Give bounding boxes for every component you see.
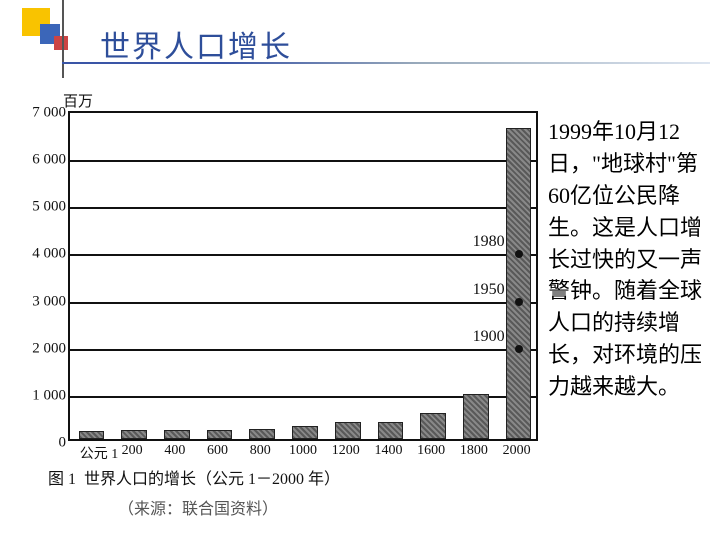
bar	[506, 128, 532, 439]
bar	[79, 431, 105, 439]
side-paragraph: 1999年10月12日，"地球村"第60亿位公民降生。这是人口增长过快的又一声警…	[548, 116, 702, 403]
bar	[292, 426, 318, 439]
header-ornament	[0, 0, 80, 70]
x-tick-label: 800	[250, 443, 271, 459]
x-tick-label: 1800	[460, 443, 488, 459]
chart-source: （来源：联合国资料）	[118, 495, 538, 519]
x-tick-label: 公元 1	[80, 443, 119, 463]
y-tick-label: 4 000	[32, 246, 70, 263]
x-axis-title: 世界人口的增长（公元 1－2000 年）	[84, 465, 340, 489]
y-tick-label: 6 000	[32, 152, 70, 169]
chart-caption: 图 1 世界人口的增长（公元 1－2000 年）	[48, 465, 538, 489]
bar	[463, 394, 489, 439]
marker-label: 1980	[473, 233, 505, 251]
y-axis-unit: 百万	[63, 90, 538, 111]
x-tick-label: 400	[164, 443, 185, 459]
ornament-vertical-line	[62, 0, 64, 78]
bar	[249, 429, 275, 439]
ornament-square-red	[54, 36, 68, 50]
y-tick-label: 2 000	[32, 340, 70, 357]
x-tick-label: 1200	[332, 443, 360, 459]
grid-line	[70, 349, 536, 351]
marker-label: 1950	[473, 281, 505, 299]
x-tick-label: 600	[207, 443, 228, 459]
x-tick-label: 1400	[374, 443, 402, 459]
x-axis-ticks: 公元 1200 400 600 800 1000 1200 1400 1600 1800 2000	[68, 441, 538, 463]
grid-line	[70, 254, 536, 256]
slide-title: 世界人口增长	[100, 22, 292, 66]
marker-dot	[515, 345, 523, 353]
grid-line	[70, 207, 536, 209]
x-tick-label: 2000	[503, 443, 531, 459]
grid-line	[70, 302, 536, 304]
y-tick-label: 7 000	[32, 105, 70, 122]
figure-label: 图 1	[48, 465, 76, 489]
y-tick-label: 3 000	[32, 293, 70, 310]
y-tick-label: 1 000	[32, 387, 70, 404]
y-tick-label: 5 000	[32, 199, 70, 216]
bar	[420, 413, 446, 439]
bar	[164, 430, 190, 439]
bar	[335, 422, 361, 439]
marker-dot	[515, 298, 523, 306]
x-tick-label: 1600	[417, 443, 445, 459]
bar	[121, 430, 147, 439]
marker-label: 1900	[473, 328, 505, 346]
bar	[378, 422, 404, 439]
x-tick-label: 1000	[289, 443, 317, 459]
plot-area: 01 0002 0003 0004 0005 0006 0007 0001980…	[68, 111, 538, 441]
x-tick-label: 200	[122, 443, 143, 459]
grid-line	[70, 160, 536, 162]
chart-container: 百万 01 0002 0003 0004 0005 0006 0007 0001…	[28, 90, 538, 519]
bar	[207, 430, 233, 439]
marker-dot	[515, 250, 523, 258]
